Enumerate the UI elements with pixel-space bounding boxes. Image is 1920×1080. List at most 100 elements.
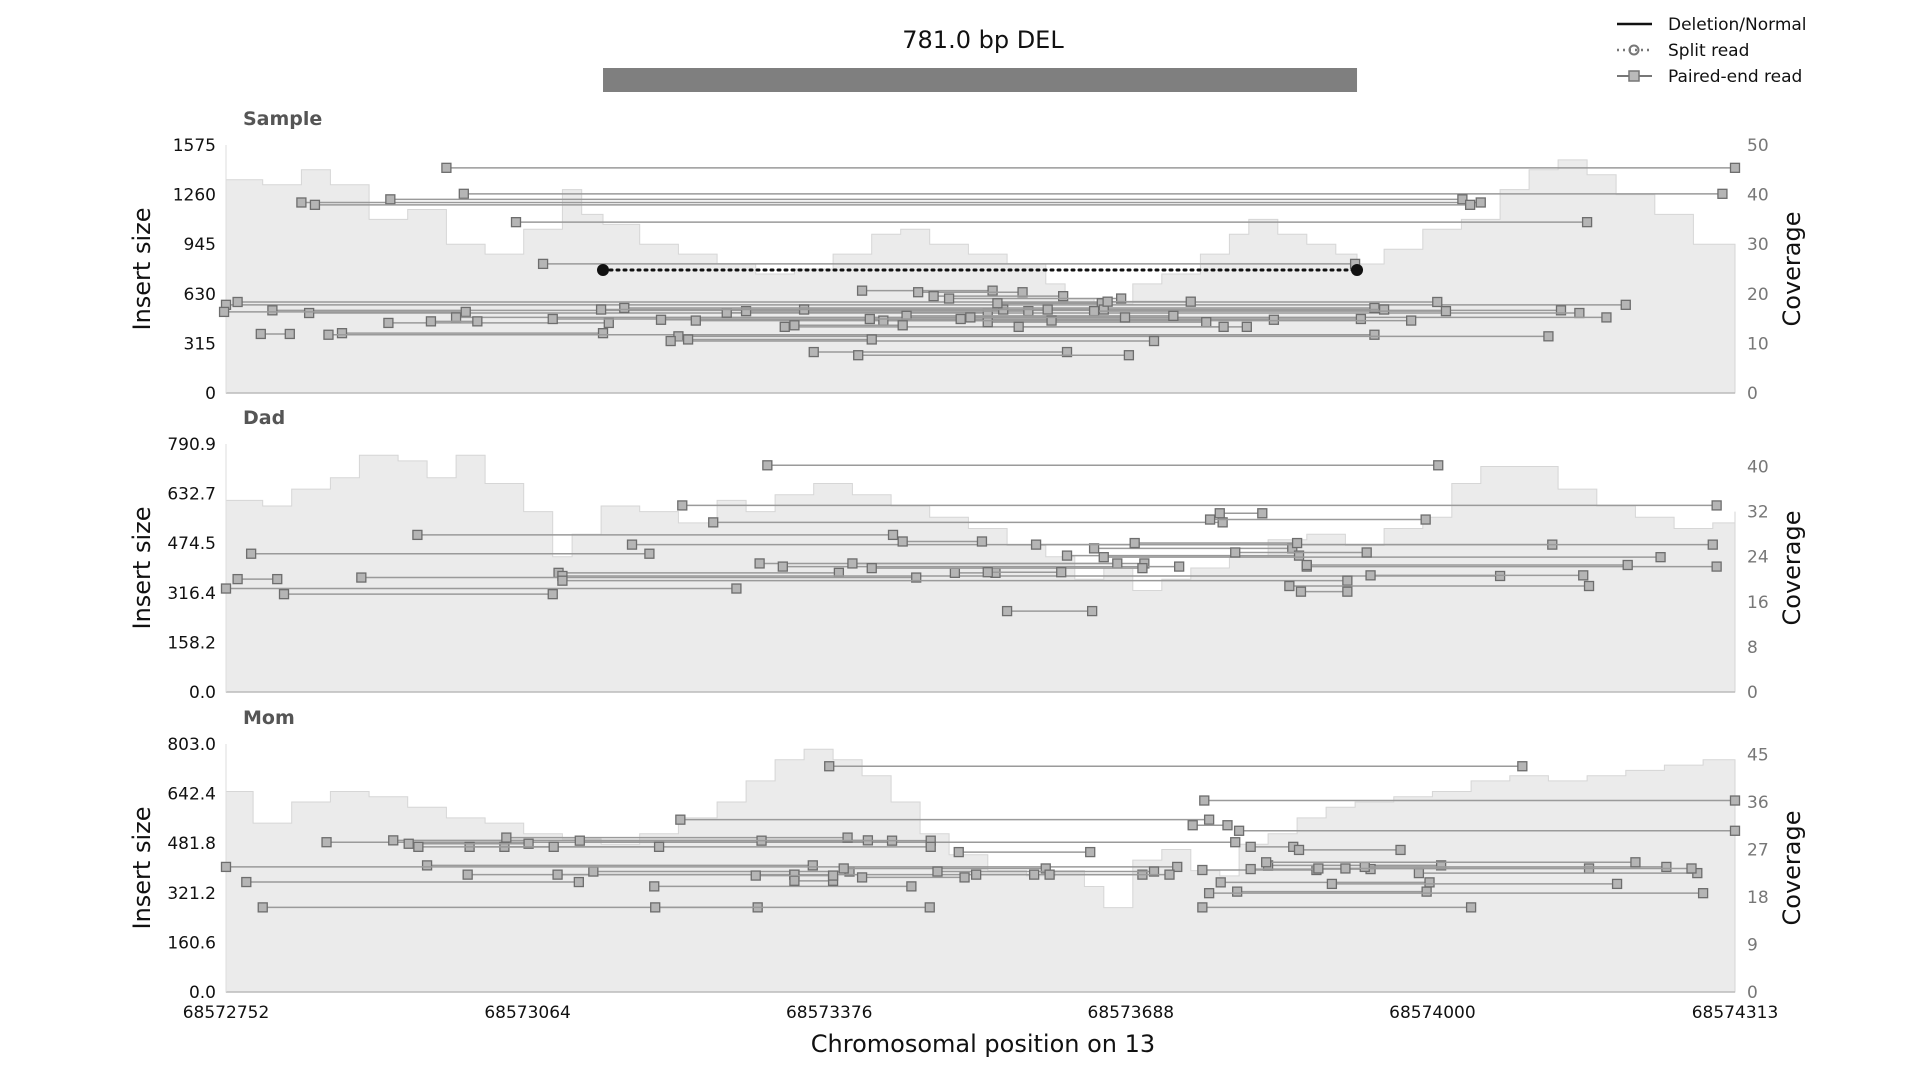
paired-end-read <box>588 866 855 877</box>
paired-end-read <box>245 548 655 559</box>
paired-end-read <box>838 863 1051 874</box>
coverage-tick-label: 0 <box>1747 983 1758 1003</box>
x-tick-label: 68574000 <box>1389 1003 1476 1023</box>
y-tick-label: 642.4 <box>167 785 216 805</box>
paired-read-marker <box>943 293 955 304</box>
paired-read-marker <box>1395 844 1406 856</box>
paired-read-marker <box>272 573 283 585</box>
paired-read-marker <box>887 529 899 541</box>
paired-end-read <box>789 320 908 331</box>
paired-read-marker <box>257 902 268 913</box>
paired-read-marker <box>267 305 278 316</box>
paired-read-marker <box>1293 550 1305 561</box>
coverage-axis-label: Coverage <box>1778 212 1806 327</box>
paired-read-marker <box>1257 508 1268 519</box>
paired-read-marker <box>675 814 686 825</box>
paired-read-marker <box>547 589 558 600</box>
coverage-tick-label: 0 <box>1747 683 1758 703</box>
paired-end-read <box>574 835 936 846</box>
paired-end-read <box>403 838 534 849</box>
y-tick-label: 474.5 <box>167 534 216 554</box>
paired-read-marker <box>1435 860 1447 871</box>
paired-read-marker <box>588 866 599 877</box>
legend-entry: Deletion/Normal <box>1617 15 1807 35</box>
paired-end-read <box>267 305 1567 316</box>
paired-read-marker <box>1475 197 1486 208</box>
paired-read-marker <box>573 876 584 888</box>
paired-read-marker <box>501 832 512 843</box>
paired-read-marker <box>510 217 522 228</box>
paired-read-marker <box>1326 878 1338 890</box>
paired-read-marker <box>336 328 348 339</box>
paired-read-marker <box>677 500 688 511</box>
panel-label: Mom <box>243 707 295 729</box>
paired-read-marker <box>1369 302 1380 314</box>
paired-read-marker <box>949 567 961 578</box>
paired-end-read <box>982 567 1067 578</box>
paired-read-marker <box>218 306 230 318</box>
paired-end-read <box>675 814 1215 825</box>
paired-read-marker <box>232 573 243 585</box>
paired-read-marker <box>462 869 473 880</box>
paired-read-marker <box>574 835 585 846</box>
coverage-axis-label: Coverage <box>1778 811 1806 926</box>
paired-end-read <box>296 197 1486 208</box>
coverage-tick-label: 18 <box>1747 888 1769 908</box>
paired-end-read <box>1233 825 1741 836</box>
paired-read-marker <box>1204 514 1216 525</box>
paired-end-read <box>220 583 742 594</box>
paired-end-read <box>953 846 1096 858</box>
paired-read-marker <box>412 529 423 541</box>
paired-read-marker <box>1729 825 1741 836</box>
coverage-tick-label: 9 <box>1747 936 1758 956</box>
paired-read-marker <box>1245 841 1256 852</box>
paired-read-marker <box>708 517 719 528</box>
x-tick-label: 68572752 <box>183 1003 270 1023</box>
paired-read-marker <box>1711 500 1722 511</box>
paired-read-marker <box>1711 561 1722 572</box>
coverage-tick-label: 27 <box>1747 841 1769 861</box>
paired-read-marker <box>1420 514 1431 525</box>
paired-read-marker <box>1464 199 1476 210</box>
paired-read-marker <box>1044 869 1055 880</box>
y-axis-label: Insert size <box>128 807 156 930</box>
paired-read-marker <box>255 328 266 340</box>
paired-read-marker <box>597 328 609 339</box>
chart-title: 781.0 bp DEL <box>902 26 1064 54</box>
paired-read-marker <box>1185 296 1196 307</box>
paired-read-marker <box>1707 539 1718 550</box>
paired-read-marker <box>1203 888 1215 899</box>
paired-read-marker <box>1129 537 1140 549</box>
split-read <box>597 264 1364 277</box>
paired-end-read <box>1001 605 1098 617</box>
coverage-tick-label: 45 <box>1747 746 1769 766</box>
paired-read-marker <box>1197 902 1208 913</box>
paired-read-marker <box>413 841 424 852</box>
legend-label: Deletion/Normal <box>1668 15 1807 35</box>
paired-end-read <box>1284 580 1595 592</box>
paired-read-marker <box>750 870 761 881</box>
coverage-tick-label: 16 <box>1747 593 1769 613</box>
paired-read-marker <box>655 314 667 325</box>
paired-read-marker <box>955 313 966 325</box>
y-tick-label: 945 <box>184 235 216 255</box>
paired-end-read <box>278 589 558 600</box>
paired-read-marker <box>1583 580 1595 592</box>
paired-read-marker <box>1116 293 1127 304</box>
paired-end-read <box>677 500 1722 511</box>
paired-read-marker <box>385 194 396 205</box>
y-tick-label: 630 <box>184 285 216 305</box>
coverage-tick-label: 40 <box>1747 186 1769 206</box>
panel-dad: 0.0 158.2 316.4 474.5 632.7 790.9 0 8 16 24 32 40 Da… <box>128 407 1806 703</box>
paired-read-marker <box>965 312 976 323</box>
paired-read-marker <box>383 317 394 329</box>
coverage-tick-label: 40 <box>1747 458 1769 478</box>
paired-read-marker <box>472 316 483 327</box>
paired-read-marker <box>897 320 908 331</box>
paired-read-marker <box>1230 547 1241 558</box>
paired-read-marker <box>1197 864 1208 876</box>
paired-read-marker <box>1088 305 1100 317</box>
paired-end-read <box>1230 547 1372 558</box>
paired-read-marker <box>1342 575 1353 586</box>
paired-read-marker <box>912 287 924 298</box>
